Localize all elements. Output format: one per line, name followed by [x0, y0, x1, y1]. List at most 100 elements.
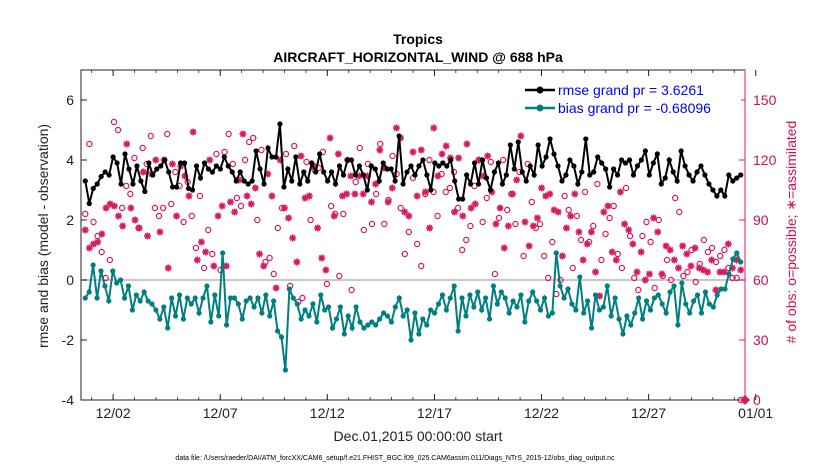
rmse-point [340, 172, 347, 178]
bias-point [118, 277, 124, 283]
y-tick-label-right: 150 [753, 92, 777, 108]
bias-point [302, 307, 308, 313]
rmse-point [285, 166, 291, 172]
obs-assimilated-point [131, 216, 139, 224]
bias-point [102, 283, 108, 289]
y-tick-label-right: 90 [753, 212, 769, 228]
obs-possible-point [254, 216, 261, 224]
obs-assimilated-point [351, 190, 359, 198]
rmse-point [694, 169, 700, 175]
rmse-point [547, 136, 553, 142]
obs-assimilated-point [239, 130, 247, 138]
rmse-point [86, 200, 92, 207]
obs-assimilated-mark [438, 150, 446, 158]
legend-bias-label: bias grand pr = -0.68096 [558, 100, 711, 116]
obs-assimilated-mark [214, 212, 222, 220]
obs-assimilated-mark [81, 226, 89, 234]
obs-assimilated-mark [500, 244, 508, 252]
obs-assimilated-mark [463, 140, 471, 148]
obs-assimilated-point [434, 172, 442, 180]
bias-point [663, 310, 669, 316]
bias-point [204, 283, 210, 289]
obs-possible-point [348, 286, 355, 294]
obs-assimilated-mark [604, 202, 612, 210]
obs-assimilated-mark [587, 228, 595, 236]
x-tick-label: 01/01 [738, 405, 773, 421]
obs-assimilated-point [554, 208, 562, 216]
obs-assimilated-mark [575, 228, 583, 236]
obs-assimilated-point [260, 262, 268, 270]
bias-point [726, 271, 732, 277]
bias-point [290, 295, 296, 301]
rmse-point [658, 181, 664, 187]
bias-point [585, 298, 591, 304]
obs-assimilated-mark [102, 204, 110, 212]
rmse-point [94, 181, 100, 187]
obs-assimilated-mark [98, 230, 106, 238]
bias-point [518, 292, 524, 298]
obs-possible-point [303, 158, 310, 166]
rmse-point [714, 193, 720, 199]
bias-point [318, 292, 324, 298]
rmse-point [495, 160, 502, 166]
obs-possible-point [446, 184, 454, 192]
bias-point [424, 322, 430, 328]
obs-assimilated-mark [338, 192, 346, 200]
obs-assimilated-mark [131, 216, 139, 224]
bias-point [698, 310, 705, 316]
bias-point [541, 295, 548, 301]
bias-point [251, 304, 257, 310]
obs-assimilated-mark [206, 156, 214, 164]
rmse-point [630, 172, 637, 178]
obs-possible-point [479, 218, 486, 226]
obs-assimilated-point [197, 238, 205, 246]
obs-possible-point [573, 212, 581, 220]
obs-assimilated-point [264, 170, 272, 178]
rmse-point [98, 173, 104, 180]
legend: rmse grand pr = 3.6261 bias grand pr = -… [522, 80, 741, 118]
bias-point [329, 325, 336, 331]
bias-point [82, 295, 88, 301]
rmse-point [106, 172, 112, 178]
bias-point [588, 325, 595, 331]
obs-assimilated-point [139, 168, 147, 176]
obs-possible-point [712, 258, 720, 266]
obs-assimilated-point [737, 266, 745, 274]
obs-assimilated-point [538, 184, 546, 192]
obs-assimilated-point [413, 192, 421, 200]
bias-point [655, 292, 661, 298]
obs-assimilated-point [127, 204, 135, 212]
obs-assimilated-mark [114, 212, 122, 220]
bias-point [514, 304, 520, 310]
bias-point [565, 286, 571, 292]
bias-point [121, 295, 128, 301]
obs-assimilated-point [633, 268, 641, 276]
bias-point [498, 289, 504, 295]
rmse-point [376, 178, 382, 184]
obs-assimilated-mark [289, 234, 297, 242]
bias-point [377, 316, 383, 322]
rmse-point [638, 157, 645, 163]
obs-possible-point [577, 236, 585, 244]
obs-possible-point [282, 150, 290, 158]
bias-point [600, 304, 606, 310]
y-tick-label: -2 [62, 332, 75, 348]
obs-assimilated-mark [235, 176, 243, 184]
bias-point [679, 280, 685, 286]
bias-point [278, 334, 285, 340]
bias-point [137, 298, 143, 304]
obs-possible-point [123, 182, 130, 190]
obs-assimilated-point [144, 232, 152, 240]
obs-possible-point [655, 216, 662, 224]
bias-point [738, 259, 744, 265]
obs-assimilated-point [604, 202, 612, 210]
bias-point [286, 286, 292, 292]
bias-point [259, 310, 265, 316]
bias-point [455, 328, 461, 334]
rmse-point [622, 160, 629, 166]
rmse-point [702, 172, 708, 178]
rmse-point [626, 157, 633, 163]
obs-assimilated-mark [168, 160, 176, 168]
obs-assimilated-mark [272, 284, 280, 292]
obs-assimilated-point [289, 234, 297, 242]
